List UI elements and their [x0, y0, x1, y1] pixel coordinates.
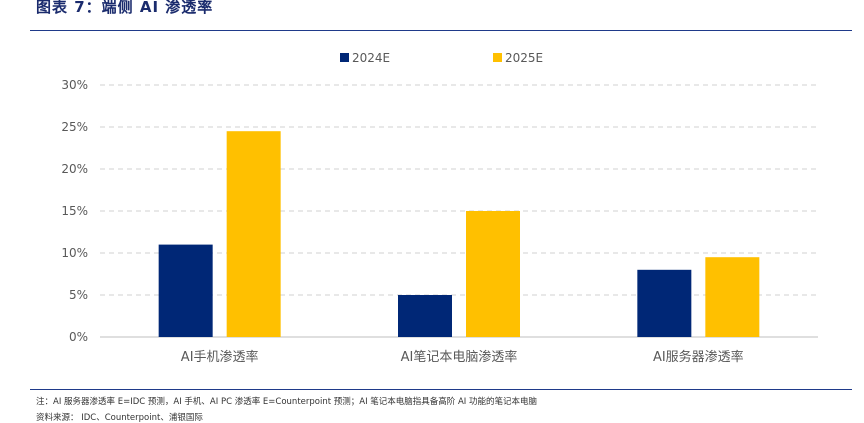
y-tick-label: 25% — [61, 120, 88, 134]
x-tick-label: AI手机渗透率 — [181, 349, 259, 365]
y-tick-label: 15% — [61, 204, 88, 218]
x-tick-label: AI笔记本电脑渗透率 — [401, 349, 518, 365]
bar-2024E-2 — [637, 269, 692, 337]
y-tick-label: 30% — [61, 78, 88, 92]
bar-2025E-0 — [226, 131, 281, 337]
bar-2024E-1 — [398, 295, 452, 337]
y-tick-label: 0% — [69, 330, 88, 344]
chart-note: 注：AI 服务器渗透率 E=IDC 预测，AI 手机、AI PC 渗透率 E=C… — [36, 397, 538, 407]
legend-swatch-2025E — [493, 53, 502, 62]
chart-source: 资料来源： IDC、Counterpoint、浦银国际 — [36, 413, 203, 423]
y-tick-label: 5% — [69, 288, 88, 302]
bar-2025E-2 — [705, 257, 760, 337]
figure-title: 图表 7：端侧 AI 渗透率 — [36, 0, 214, 16]
x-tick-label: AI服务器渗透率 — [653, 349, 744, 365]
top-rule — [30, 30, 852, 31]
bar-2025E-1 — [466, 211, 520, 337]
legend-label-2024E: 2024E — [352, 51, 390, 65]
legend-swatch-2024E — [340, 53, 349, 62]
bar-2024E-0 — [158, 244, 213, 337]
bottom-rule — [30, 389, 852, 390]
y-tick-label: 20% — [61, 162, 88, 176]
bar-chart: 0% 5% 10% 15% 20% 25% 30% AI手机渗透率 AI笔记本电脑渗透率 AI服务… — [61, 51, 818, 365]
y-tick-label: 10% — [61, 246, 88, 260]
legend-label-2025E: 2025E — [505, 51, 543, 65]
